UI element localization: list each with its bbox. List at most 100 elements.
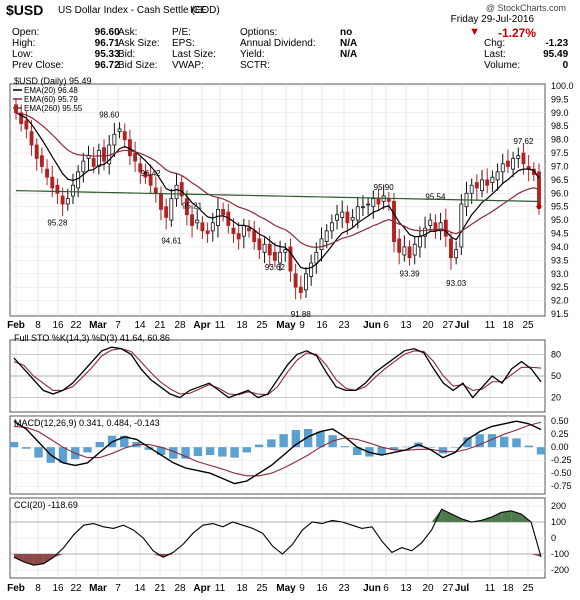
last-price-marker — [536, 204, 542, 210]
stat-label: Annual Dividend: — [240, 38, 316, 49]
macd-histogram-bar — [95, 442, 104, 448]
candle-body — [200, 222, 205, 232]
price-annotation: 95.90 — [374, 183, 395, 192]
candle-body — [480, 179, 484, 192]
macd-signal-line — [13, 421, 542, 477]
stats-col4: Options: no Annual Dividend: N/A Yield: N/A… — [238, 27, 359, 71]
candle-body — [309, 262, 314, 277]
candle-body — [81, 160, 86, 173]
candle-body — [350, 217, 355, 221]
candle-body — [485, 179, 490, 186]
candle-body — [133, 152, 138, 162]
quote-date: Friday 29-Jul-2016 — [450, 14, 534, 25]
stats-col3: P/E: EPS: Last Size: VWAP: — [170, 27, 218, 71]
candle-body — [371, 198, 376, 208]
candle-body — [428, 219, 433, 226]
x-tick-label: 7 — [115, 583, 121, 594]
macd-histogram-bar — [536, 447, 546, 455]
x-tick-label: 20 — [422, 320, 434, 331]
y-tick-label: 92.0 — [551, 296, 569, 306]
candle-body — [288, 246, 293, 272]
macd-histogram-bar — [340, 446, 350, 448]
cci-title: CCI(20) -118.69 — [14, 500, 78, 510]
ema60-line — [15, 112, 540, 248]
candle-body — [366, 203, 371, 206]
stoch-k-line — [13, 346, 542, 399]
candle-body — [19, 112, 24, 124]
candle-body — [329, 222, 334, 232]
x-tick-label: 8 — [35, 583, 41, 594]
macd-histogram-bar — [120, 435, 129, 448]
candle-body — [153, 187, 158, 194]
candle-body — [205, 230, 210, 234]
stat-label: Last Size: — [172, 49, 216, 60]
y-tick-label: 98.5 — [551, 121, 569, 131]
x-tick-label: May — [276, 320, 296, 331]
macd-histogram-bar — [487, 434, 497, 448]
candle-body — [184, 198, 189, 216]
candle-body — [91, 158, 96, 167]
price-chart-title: $USD (Daily) 95.49 — [14, 76, 92, 86]
macd-tick-label: 0.00 — [551, 442, 569, 452]
candle-body — [164, 206, 169, 218]
chg-label: Chg: — [484, 38, 506, 49]
stat-label: Ask Size: — [118, 38, 160, 49]
macd-tick-label: 0.50 — [551, 416, 569, 426]
macd-histogram-bar — [22, 447, 31, 449]
x-tick-label: 25 — [256, 320, 268, 331]
stat-label: Low: — [12, 49, 34, 60]
x-tick-label: 20 — [422, 583, 434, 594]
candle-body — [345, 211, 350, 224]
stat-label: SCTR: — [240, 60, 270, 71]
macd-histogram-bar — [218, 447, 227, 457]
stat-value: 96.71 — [94, 38, 120, 49]
candle-body — [469, 184, 474, 194]
macd-histogram-bar — [279, 434, 288, 448]
candle-body — [511, 158, 516, 170]
price-annotation: 95.54 — [425, 193, 446, 202]
x-tick-label: 18 — [502, 583, 514, 594]
candle-body — [516, 155, 521, 159]
candle-body — [169, 198, 174, 221]
candle-body — [96, 149, 101, 167]
stat-label: Ask: — [118, 27, 138, 38]
macd-histogram-bar — [475, 434, 484, 448]
stat-label: Bid Size: — [118, 60, 158, 71]
macd-histogram-bar — [169, 447, 178, 459]
x-tick-label: Jul — [455, 583, 470, 594]
y-tick-label: 97.0 — [551, 161, 569, 171]
candle-body — [474, 182, 479, 189]
candle-body — [376, 198, 381, 205]
candle-body — [221, 208, 226, 216]
candle-body — [252, 230, 257, 242]
macd-line — [13, 420, 542, 485]
candle-body — [314, 251, 319, 264]
candle-body — [319, 238, 324, 251]
macd-tick-label: 0.25 — [551, 429, 569, 439]
candle-body — [521, 152, 526, 165]
panel-frame-2 — [9, 415, 546, 495]
candle-body — [76, 171, 81, 189]
macd-histogram-bar — [463, 437, 472, 448]
x-tick-label: 14 — [134, 583, 146, 594]
x-tick-label: 28 — [174, 583, 186, 594]
stat-value: N/A — [340, 38, 358, 49]
stat-value: no — [340, 27, 353, 38]
macd-histogram-bar — [254, 444, 264, 448]
quote-summary: Chg: -1.23 Last: 95.49 Volume: 0 — [482, 38, 570, 71]
x-tick-label: 8 — [35, 320, 41, 331]
stoch-tick-label: 80 — [551, 349, 561, 359]
stat-label: Options: — [240, 27, 278, 38]
x-tick-label: 11 — [485, 320, 496, 331]
macd-title: MACD(12,26,9) 0.341, 0.484, -0.143 — [14, 418, 160, 428]
y-tick-label: 93.0 — [551, 269, 569, 279]
candle-body — [50, 176, 55, 189]
x-tick-label: 21 — [154, 320, 166, 331]
candle-body — [417, 235, 422, 248]
y-tick-label: 96.5 — [551, 175, 569, 185]
candle-body — [402, 246, 407, 256]
macd-histogram-bar — [58, 447, 68, 463]
x-tick-label: 16 — [52, 583, 64, 594]
price-annotation: 94.61 — [161, 237, 182, 246]
candle-body — [174, 184, 179, 200]
